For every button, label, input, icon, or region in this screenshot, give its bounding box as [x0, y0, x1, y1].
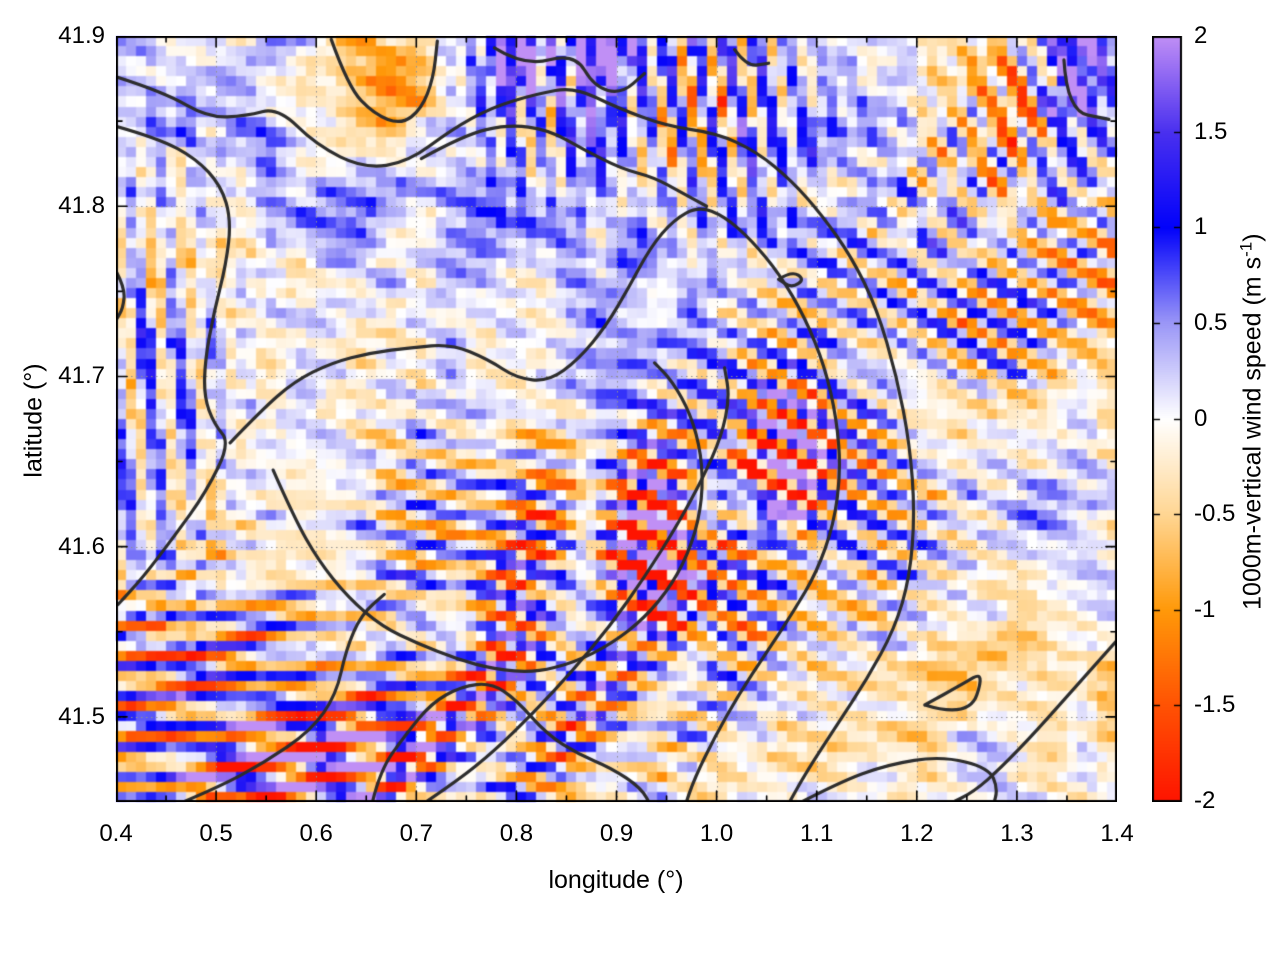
colorbar-tick-label: -1	[1194, 595, 1216, 623]
colorbar-tick-label: 1.5	[1194, 117, 1228, 145]
colorbar-tick-label: -2	[1194, 787, 1216, 814]
x-tick-label: 0.9	[599, 820, 634, 847]
colorbar-canvas	[1152, 36, 1222, 802]
y-tick-label: 41.5	[58, 702, 105, 730]
y-tick-label: 41.6	[58, 532, 105, 560]
y-tick-label: 41.9	[58, 22, 105, 49]
x-tick-label: 0.4	[99, 820, 133, 847]
x-axis-label: longitude (°)	[316, 866, 916, 895]
colorbar-label-text: 1000m-vertical wind speed (m s	[1238, 256, 1267, 610]
colorbar-tick-label: 0	[1194, 404, 1208, 432]
colorbar-tick-label: 1	[1194, 213, 1208, 241]
colorbar-tick-label: -1.5	[1194, 691, 1236, 719]
colorbar-label-close: )	[1238, 233, 1267, 242]
colorbar-label: 1000m-vertical wind speed (m s-1)	[1236, 122, 1267, 722]
colorbar-tick-label: 0.5	[1194, 308, 1228, 336]
colorbar-label-superscript: -1	[1236, 241, 1256, 257]
y-axis-label: latitude (°)	[20, 121, 49, 721]
x-axis-label-text: longitude (°)	[548, 866, 684, 894]
colorbar-tick-label: -0.5	[1194, 500, 1236, 528]
x-tick-label: 0.8	[499, 820, 534, 847]
x-tick-label: 1.2	[900, 820, 934, 847]
x-tick-label: 1.3	[1000, 820, 1034, 847]
x-tick-label: 1.4	[1100, 820, 1134, 847]
x-tick-label: 1.0	[699, 820, 734, 847]
x-tick-label: 0.5	[199, 820, 233, 847]
y-tick-label: 41.8	[58, 192, 105, 220]
plot-overlay-canvas	[116, 36, 1117, 802]
x-tick-label: 0.7	[399, 820, 433, 847]
x-tick-label: 0.6	[299, 820, 333, 847]
y-axis-label-text: latitude (°)	[19, 363, 48, 478]
colorbar-tick-label: 2	[1194, 22, 1208, 49]
x-tick-label: 1.1	[800, 820, 834, 847]
y-tick-label: 41.7	[58, 362, 105, 390]
